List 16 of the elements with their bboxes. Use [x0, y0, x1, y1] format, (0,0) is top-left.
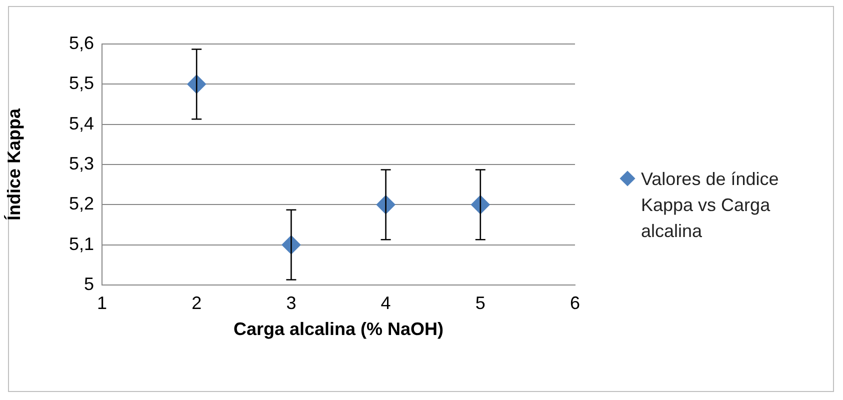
x-tick-label: 3 [286, 292, 296, 313]
y-tick-label: 5 [84, 274, 94, 294]
x-tick-label: 6 [570, 292, 580, 313]
y-tick-label: 5,4 [68, 113, 94, 134]
x-tick-label: 5 [475, 292, 486, 313]
y-tick-label: 5,6 [68, 32, 94, 53]
x-tick-label: 4 [380, 292, 391, 313]
y-tick-label: 5,5 [68, 73, 94, 94]
x-tick-label: 2 [192, 292, 202, 313]
y-axis-title: Índice Kappa [4, 108, 24, 221]
y-tick-label: 5,1 [68, 234, 94, 254]
y-tick-label: 5,2 [68, 194, 94, 214]
legend-label: Valores de índice Kappa vs Carga alcalina [641, 168, 780, 243]
x-axis-title: Carga alcalina (% NaOH) [233, 319, 444, 340]
x-tick-label: 1 [96, 292, 108, 313]
y-tick-label: 5,3 [68, 153, 94, 174]
